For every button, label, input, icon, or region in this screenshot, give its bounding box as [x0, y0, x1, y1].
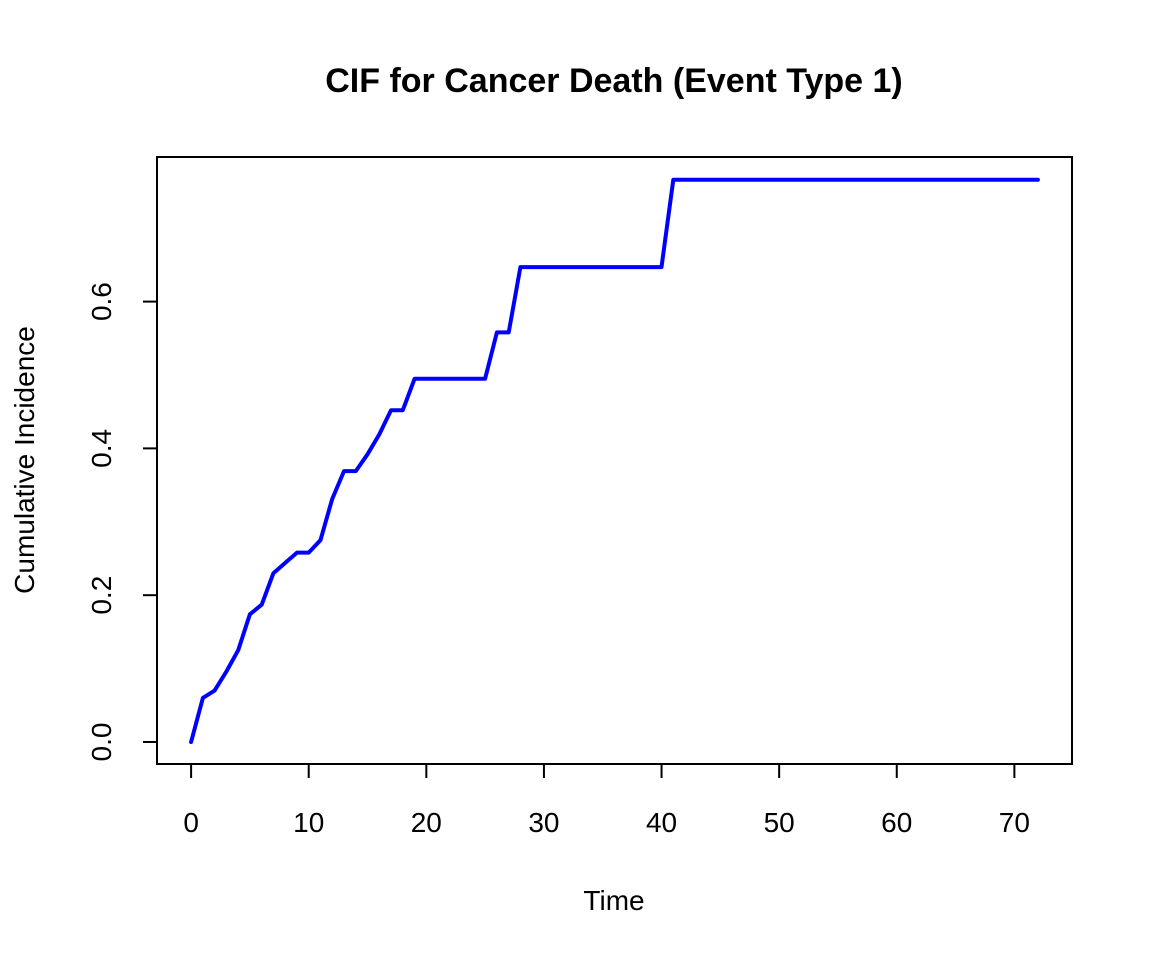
y-tick-label: 0.4: [86, 429, 117, 468]
x-axis: 0 10 20 30 40 50 60 70: [183, 763, 1030, 838]
x-tick-label: 40: [646, 807, 677, 838]
chart-title: CIF for Cancer Death (Event Type 1): [325, 62, 903, 100]
x-axis-label: Time: [583, 885, 644, 916]
x-tick-label: 50: [764, 807, 795, 838]
x-tick-label: 0: [183, 807, 199, 838]
x-tick-label: 60: [881, 807, 912, 838]
cif-series-line: [189, 177, 1040, 744]
x-tick-label: 70: [999, 807, 1030, 838]
y-tick-label: 0.0: [86, 723, 117, 762]
y-axis-label: Cumulative Incidence: [9, 326, 40, 594]
y-tick-label: 0.2: [86, 576, 117, 615]
series-layer: [189, 177, 1040, 744]
y-tick-label: 0.6: [86, 282, 117, 321]
x-tick-label: 20: [411, 807, 442, 838]
x-tick-label: 30: [528, 807, 559, 838]
y-axis: 0.0 0.2 0.4 0.6: [86, 282, 158, 762]
x-tick-label: 10: [293, 807, 324, 838]
